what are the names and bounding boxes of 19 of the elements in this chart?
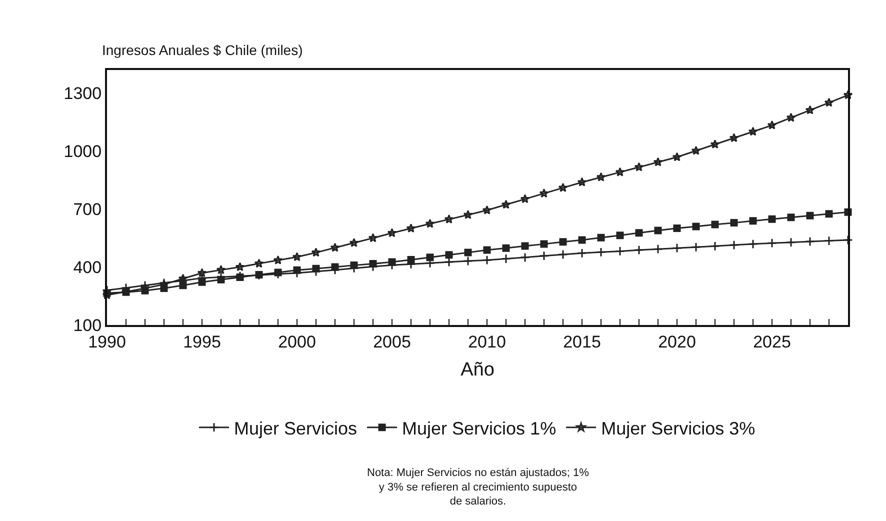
legend-label: Mujer Servicios 1% [402, 418, 556, 438]
y-tick-label: 1300 [64, 84, 102, 104]
x-tick-label: 2000 [278, 332, 316, 352]
y-tick-label: 1000 [64, 142, 102, 162]
x-tick-label: 2005 [373, 332, 411, 352]
legend-label: Mujer Servicios [234, 418, 358, 438]
y-tick-label: 100 [73, 316, 102, 335]
y-tick-label: 700 [73, 200, 102, 220]
x-tick-label: 2010 [468, 332, 506, 352]
legend-label: Mujer Servicios 3% [601, 418, 756, 438]
y-tick-label: 400 [73, 258, 102, 277]
text: Nota: Mujer Servicios no están ajustados; 1% y 3% se refieren al crecimiento supuesto de salarios. [367, 467, 590, 508]
x-tick-label: 2020 [658, 332, 696, 352]
y-axis-title: Ingresos Anuales $ Chile (miles) [102, 42, 303, 58]
x-axis-title: Año [460, 360, 494, 381]
x-tick-label: 1990 [88, 332, 126, 352]
x-tick-label: 1995 [183, 332, 221, 352]
x-tick-label: 2015 [563, 332, 601, 352]
x-tick-label: 2025 [753, 332, 791, 352]
